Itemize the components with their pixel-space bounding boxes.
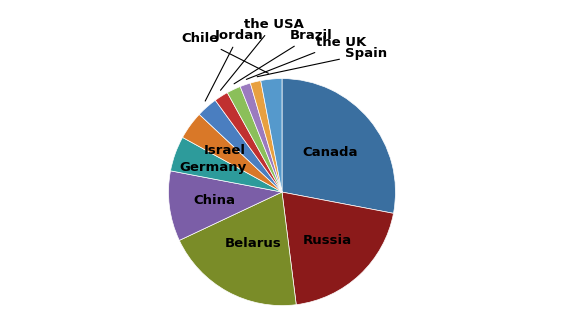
Text: Brazil: Brazil	[234, 29, 333, 84]
Text: China: China	[193, 194, 235, 207]
Wedge shape	[261, 79, 282, 192]
Wedge shape	[227, 87, 282, 192]
Wedge shape	[282, 79, 395, 213]
Text: Chile: Chile	[182, 32, 268, 73]
Wedge shape	[179, 192, 296, 306]
Text: Canada: Canada	[302, 146, 358, 159]
Text: Germany: Germany	[179, 161, 246, 174]
Text: Jordan: Jordan	[205, 29, 263, 101]
Text: Spain: Spain	[257, 47, 387, 77]
Wedge shape	[183, 114, 282, 192]
Wedge shape	[199, 100, 282, 192]
Wedge shape	[250, 81, 282, 192]
Text: Russia: Russia	[302, 234, 351, 247]
Wedge shape	[240, 83, 282, 192]
Wedge shape	[169, 171, 282, 240]
Wedge shape	[282, 192, 394, 305]
Text: the USA: the USA	[221, 17, 304, 90]
Wedge shape	[170, 137, 282, 192]
Text: the UK: the UK	[246, 36, 366, 79]
Text: Israel: Israel	[204, 144, 246, 157]
Wedge shape	[215, 93, 282, 192]
Text: Belarus: Belarus	[225, 237, 282, 250]
